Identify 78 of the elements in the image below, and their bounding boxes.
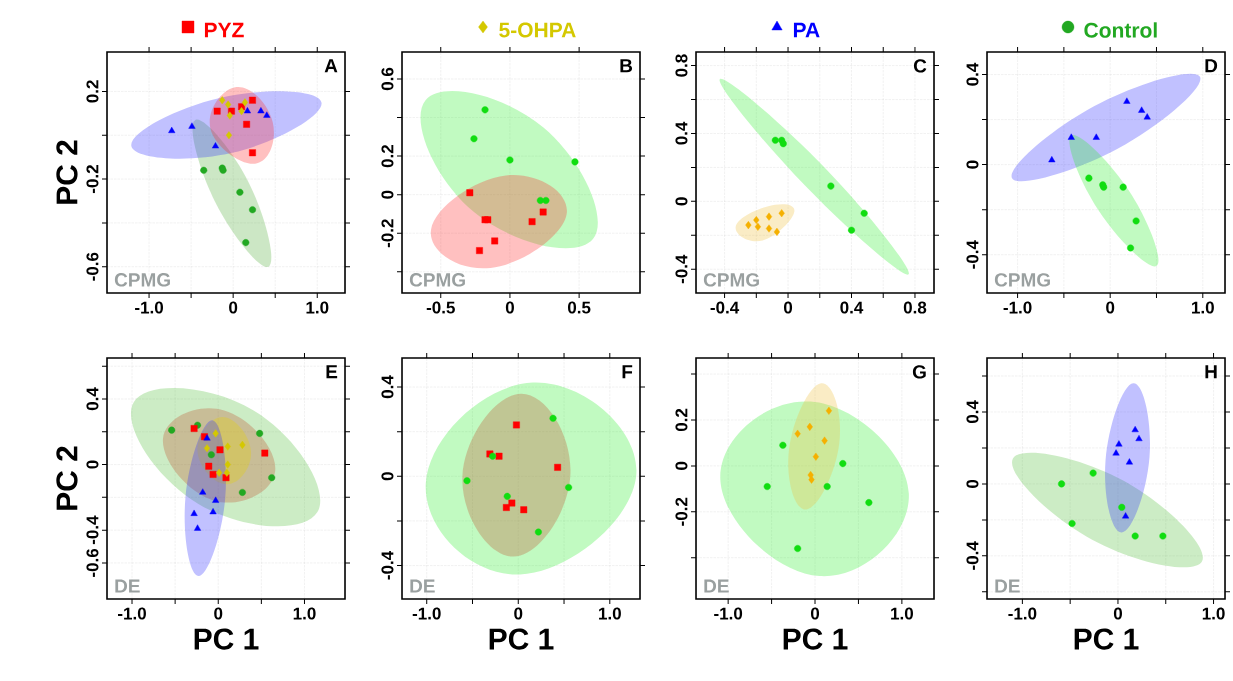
legend-label: PA [793, 22, 820, 38]
x-axis-title: PC 1 [194, 628, 259, 650]
x-tick-label: 1.0 [1192, 301, 1214, 314]
annotation: G [912, 365, 926, 379]
y-tick-label: 0 [86, 460, 99, 469]
y-tick-label: 0.8 [675, 54, 688, 77]
x-tick-label: -1.0 [135, 301, 163, 314]
y-tick-label: 0 [675, 197, 688, 206]
y-tick-label: -0.4 [86, 515, 99, 545]
x-axis-title: PC 1 [783, 628, 848, 650]
y-tick-label: 0.4 [966, 62, 979, 86]
annotation: E [326, 365, 338, 379]
y-tick-label: 0 [966, 160, 979, 169]
y-tick-label: -0.6 [86, 252, 99, 281]
y-tick-label: -0.2 [86, 165, 99, 194]
x-tick-label: 0 [505, 301, 514, 314]
x-tick-label: 1.0 [306, 301, 329, 314]
annotation: DE [115, 579, 140, 593]
legend-label: 5-OHPA [499, 22, 576, 38]
legend-label: Control [1084, 22, 1157, 38]
x-tick-label: -1.0 [1008, 607, 1037, 620]
x-tick-label: 1.0 [599, 607, 621, 620]
x-axis-title: PC 1 [1074, 628, 1139, 650]
annotation: CPMG [703, 273, 759, 287]
y-axis-title: PC 2 [56, 446, 78, 510]
x-tick-label: -0.5 [426, 301, 455, 314]
x-tick-label: 1.0 [293, 607, 316, 620]
x-tick-label: -0.4 [710, 301, 740, 314]
y-tick-label: 0.4 [86, 387, 99, 411]
annotation: CPMG [409, 273, 465, 287]
x-tick-label: 0 [1106, 301, 1115, 314]
x-tick-label: -1.0 [118, 607, 146, 620]
x-tick-label: 0 [514, 607, 523, 620]
x-tick-label: 0 [229, 301, 238, 314]
y-tick-label: 0.2 [86, 80, 99, 103]
y-tick-label: 0.6 [381, 67, 394, 91]
y-tick-label: -0.2 [675, 497, 688, 526]
y-axis-title: PC 2 [56, 140, 78, 204]
annotation: DE [704, 579, 729, 593]
legend-label: PYZ [204, 22, 244, 38]
x-tick-label: -1.0 [714, 607, 743, 620]
y-tick-label: 0 [675, 461, 688, 470]
annotation: DE [995, 579, 1020, 593]
x-tick-label: 0.8 [903, 301, 927, 314]
x-tick-label: 0 [783, 301, 793, 314]
y-tick-label: 0.2 [381, 144, 394, 168]
annotation: B [620, 59, 633, 73]
annotation: D [1205, 59, 1218, 73]
y-tick-label: -0.6 [86, 548, 99, 577]
y-tick-label: -0.2 [381, 219, 394, 248]
y-tick-label: 0.4 [381, 375, 394, 399]
x-tick-label: -1.0 [1003, 301, 1032, 314]
x-tick-label: 0 [1113, 607, 1122, 620]
annotation: F [622, 365, 633, 379]
y-tick-label: -0.4 [966, 240, 979, 269]
x-tick-label: 1.0 [891, 607, 913, 620]
annotation: C [913, 59, 927, 73]
annotation: CPMG [994, 273, 1050, 287]
x-tick-label: -1.0 [412, 607, 441, 620]
y-tick-label: 0 [381, 190, 394, 199]
annotation: DE [410, 579, 435, 593]
y-tick-label: 0.4 [966, 400, 979, 424]
x-tick-label: 0 [810, 607, 820, 620]
y-tick-label: -0.4 [966, 541, 979, 570]
x-tick-label: 0 [214, 607, 223, 620]
y-tick-label: 0.4 [675, 121, 688, 145]
annotation: A [324, 59, 338, 73]
x-tick-label: 1.0 [1202, 607, 1225, 620]
x-tick-label: 0.4 [840, 301, 864, 314]
annotation: H [1205, 365, 1217, 379]
y-tick-label: -0.4 [675, 254, 688, 284]
y-tick-label: -0.4 [381, 550, 394, 580]
y-tick-label: 0 [966, 479, 979, 488]
annotation: CPMG [114, 273, 170, 287]
y-tick-label: 0.2 [675, 408, 688, 432]
y-tick-label: 0 [381, 472, 394, 481]
x-axis-title: PC 1 [489, 628, 554, 650]
x-tick-label: 0.5 [567, 301, 591, 314]
